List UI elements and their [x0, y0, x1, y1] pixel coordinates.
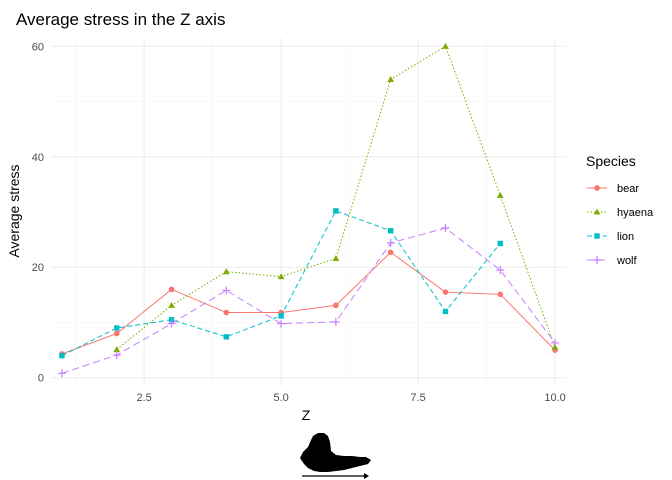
series-bear	[59, 249, 558, 357]
data-point-bear	[387, 249, 394, 256]
x-axis-ticks: 2.5 5.0 7.5 10.0	[136, 392, 565, 404]
data-point-hyaena	[332, 255, 340, 261]
data-point-wolf	[167, 319, 176, 328]
series-lion	[59, 208, 503, 359]
data-point-lion	[442, 308, 449, 315]
data-point-lion	[278, 313, 284, 319]
legend-item-lion: lion	[587, 231, 634, 243]
bone-silhouette-icon	[300, 433, 371, 472]
data-point-hyaena	[387, 76, 395, 82]
data-point-lion	[223, 334, 230, 340]
x-tick-label: 10.0	[544, 392, 565, 404]
legend-item-hyaena: hyaena	[587, 207, 654, 219]
series-line-bear	[61, 251, 556, 355]
legend-key-marker	[594, 185, 600, 191]
y-tick-label: 40	[32, 152, 44, 164]
x-tick-label: 5.0	[273, 392, 288, 404]
data-point-lion	[387, 228, 394, 234]
legend-key-marker	[593, 256, 601, 264]
chart-title: Average stress in the Z axis	[16, 10, 225, 29]
data-point-wolf	[222, 286, 231, 295]
y-axis-title: Average stress	[6, 164, 22, 257]
data-point-wolf	[331, 317, 340, 326]
legend-label: hyaena	[617, 207, 654, 219]
data-point-hyaena	[168, 301, 175, 308]
series-hyaena	[113, 42, 559, 353]
legend-key-marker	[594, 233, 600, 239]
data-point-hyaena	[222, 268, 230, 275]
data-point-wolf	[496, 266, 505, 274]
data-point-hyaena	[442, 42, 449, 49]
legend: Species bear hyaena lion wolf	[586, 153, 654, 267]
legend-item-bear: bear	[587, 183, 639, 195]
data-point-bear	[223, 309, 230, 316]
x-tick-label: 2.5	[136, 392, 151, 404]
legend-label: bear	[617, 183, 639, 195]
legend-key-marker	[593, 208, 601, 215]
legend-item-wolf: wolf	[587, 255, 638, 267]
data-point-lion	[497, 240, 503, 247]
data-point-hyaena	[496, 192, 504, 198]
series-line-wolf	[61, 227, 556, 374]
data-point-lion	[333, 208, 339, 214]
data-point-wolf	[277, 319, 286, 328]
data-point-bear	[113, 330, 120, 337]
data-point-wolf	[551, 338, 560, 347]
data-point-hyaena	[277, 273, 285, 280]
y-tick-label: 60	[32, 41, 44, 53]
y-axis-ticks: 0 20 40 60	[32, 41, 44, 384]
data-point-bear	[168, 286, 175, 293]
data-point-bear	[442, 289, 449, 295]
data-point-bear	[333, 302, 339, 309]
data-point-wolf	[57, 369, 66, 378]
grid	[51, 38, 566, 386]
data-point-wolf	[441, 224, 450, 233]
arrow-right-icon	[302, 473, 369, 479]
legend-title: Species	[586, 153, 636, 169]
series-layer	[57, 42, 560, 378]
data-point-wolf	[386, 238, 395, 247]
series-wolf	[57, 224, 560, 378]
legend-label: lion	[617, 231, 634, 243]
data-point-bear	[497, 291, 504, 298]
data-point-lion	[59, 352, 65, 359]
x-tick-label: 7.5	[410, 392, 425, 404]
x-axis-title: Z	[302, 407, 311, 423]
y-tick-label: 20	[32, 262, 44, 274]
series-line-hyaena	[116, 45, 556, 350]
legend-label: wolf	[616, 255, 638, 267]
data-point-hyaena	[113, 346, 121, 353]
data-point-lion	[114, 325, 120, 331]
y-tick-label: 0	[38, 373, 44, 385]
data-point-wolf	[112, 351, 121, 360]
